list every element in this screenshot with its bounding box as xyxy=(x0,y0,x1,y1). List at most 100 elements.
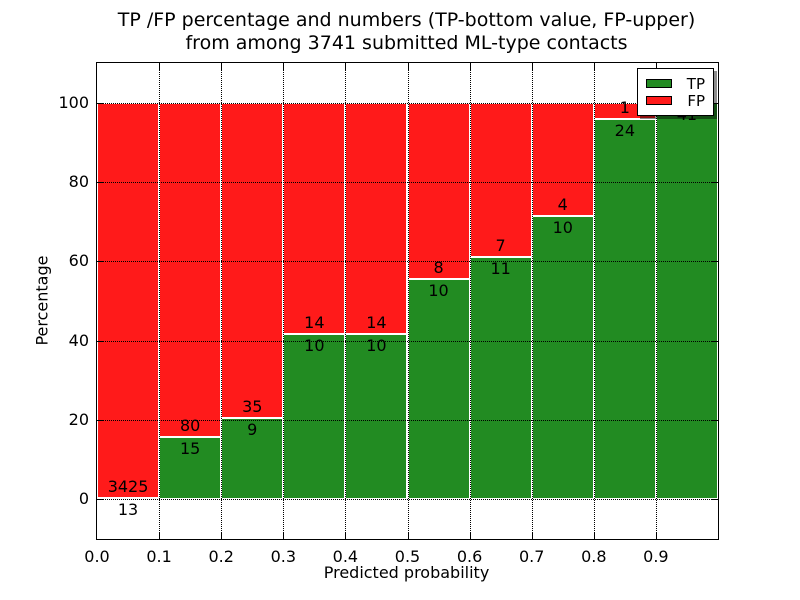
legend-entry-fp: FP xyxy=(646,91,705,110)
tp-count-label: 10 xyxy=(552,217,573,237)
bar-tp-segment xyxy=(593,118,656,500)
y-tick-right xyxy=(711,499,718,501)
tp-count-label: 10 xyxy=(304,336,325,356)
y-tick-left xyxy=(97,261,104,263)
y-tick-label: 60 xyxy=(68,251,89,271)
y-tick-label: 0 xyxy=(78,489,89,509)
chart-title-line1: TP /FP percentage and numbers (TP-bottom… xyxy=(117,9,696,31)
grid-line-v xyxy=(655,63,657,539)
y-tick-left xyxy=(97,182,104,183)
tp-count-label: 15 xyxy=(179,438,201,458)
legend-swatch-fp xyxy=(646,96,672,105)
tp-count-label: 10 xyxy=(428,280,449,300)
bar-fp-segment xyxy=(345,102,408,335)
fp-count-label: 7 xyxy=(495,235,506,255)
x-tick-top xyxy=(655,63,657,70)
y-tick-left xyxy=(97,340,104,342)
y-tick-right xyxy=(711,261,718,263)
bar-tp-segment xyxy=(407,278,470,500)
bar-fp-segment xyxy=(97,102,160,498)
y-tick-left xyxy=(97,102,104,104)
tp-count-label: 9 xyxy=(247,420,258,440)
x-tick-top xyxy=(221,63,223,70)
fp-count-label: 3425 xyxy=(107,476,149,496)
y-tick-right xyxy=(711,420,718,421)
bar-fp-segment xyxy=(531,102,594,216)
x-tick-bottom xyxy=(655,532,657,539)
x-tick-bottom xyxy=(593,532,595,539)
y-tick-label: 40 xyxy=(68,330,89,350)
bar-tp-segment xyxy=(345,334,408,500)
y-tick-left xyxy=(97,420,104,421)
bar-tp-segment xyxy=(97,497,160,500)
x-tick-top xyxy=(469,63,471,70)
bar-fp-segment xyxy=(283,102,346,335)
x-tick-label: 0.0 xyxy=(84,547,110,566)
grid-line-v xyxy=(283,63,285,539)
fp-count-label: 14 xyxy=(304,313,325,333)
chart-title: TP /FP percentage and numbers (TP-bottom… xyxy=(96,9,717,55)
y-tick-right xyxy=(711,182,718,183)
x-tick-top xyxy=(531,63,533,70)
bar-tp-segment xyxy=(655,102,718,500)
tp-count-label: 13 xyxy=(117,499,139,519)
x-tick-label: 0.7 xyxy=(518,547,545,566)
grid-line-v xyxy=(469,63,471,539)
x-tick-label: 0.6 xyxy=(456,547,483,566)
grid-line-v xyxy=(593,63,595,539)
y-tick-label: 20 xyxy=(68,410,89,429)
y-tick-right xyxy=(711,102,718,104)
bar-fp-segment xyxy=(221,102,284,419)
x-tick-label: 0.9 xyxy=(643,547,669,566)
plot-area: TP FP 3425 13 80 15 35 9 14 10 14 10 8 10 7 11 4 10 1 24 4… xyxy=(58,62,719,566)
x-tick-bottom xyxy=(283,532,285,539)
x-tick-bottom xyxy=(159,532,161,539)
x-tick-label: 0.8 xyxy=(581,547,607,566)
x-tick-top xyxy=(407,63,409,70)
x-tick-top xyxy=(593,63,595,70)
y-tick-label: 100 xyxy=(58,92,89,112)
tp-count-label: 10 xyxy=(366,336,387,356)
legend: TP FP xyxy=(637,68,714,116)
x-tick-top xyxy=(345,63,347,70)
legend-entry-tp: TP xyxy=(646,74,705,93)
legend-label-tp: TP xyxy=(686,74,705,93)
grid-line-v xyxy=(221,63,223,539)
legend-swatch-tp xyxy=(646,79,672,88)
x-tick-bottom xyxy=(531,532,533,539)
x-tick-top xyxy=(283,63,285,70)
bar-fp-segment xyxy=(407,102,470,279)
bar-tp-segment xyxy=(469,256,532,500)
x-tick-bottom xyxy=(407,532,409,539)
fp-count-label: 14 xyxy=(366,313,387,333)
y-tick-left xyxy=(97,499,104,501)
fp-count-label: 35 xyxy=(242,397,263,417)
bar-tp-segment xyxy=(283,334,346,500)
bar-tp-segment xyxy=(531,215,594,500)
legend-label-fp: FP xyxy=(687,91,705,110)
x-tick-label: 0.2 xyxy=(208,547,234,566)
x-tick-top xyxy=(159,63,161,70)
x-tick-label: 0.4 xyxy=(332,547,359,566)
fp-count-label: 4 xyxy=(557,194,568,214)
x-tick-bottom xyxy=(469,532,471,539)
x-tick-bottom xyxy=(221,532,223,539)
x-tick-label: 0.3 xyxy=(270,547,297,566)
fp-count-label: 80 xyxy=(179,415,201,435)
x-tick-label: 0.1 xyxy=(146,547,172,566)
grid-line-v xyxy=(531,63,533,539)
x-axis-label: Predicted probability xyxy=(323,563,490,582)
grid-line-v xyxy=(345,63,347,539)
bar-tp-segment xyxy=(159,436,222,500)
fp-count-label: 8 xyxy=(433,257,444,277)
bar-fp-segment xyxy=(469,102,532,257)
tp-count-label: 11 xyxy=(490,258,511,278)
y-tick-right xyxy=(711,340,718,342)
grid-line-v xyxy=(159,63,161,539)
x-tick-bottom xyxy=(345,532,347,539)
chart-title-line2: from among 3741 submitted ML-type contac… xyxy=(185,32,628,54)
bar-fp-segment xyxy=(159,102,222,437)
tp-count-label: 24 xyxy=(614,120,636,140)
fp-count-label: 1 xyxy=(619,97,630,117)
